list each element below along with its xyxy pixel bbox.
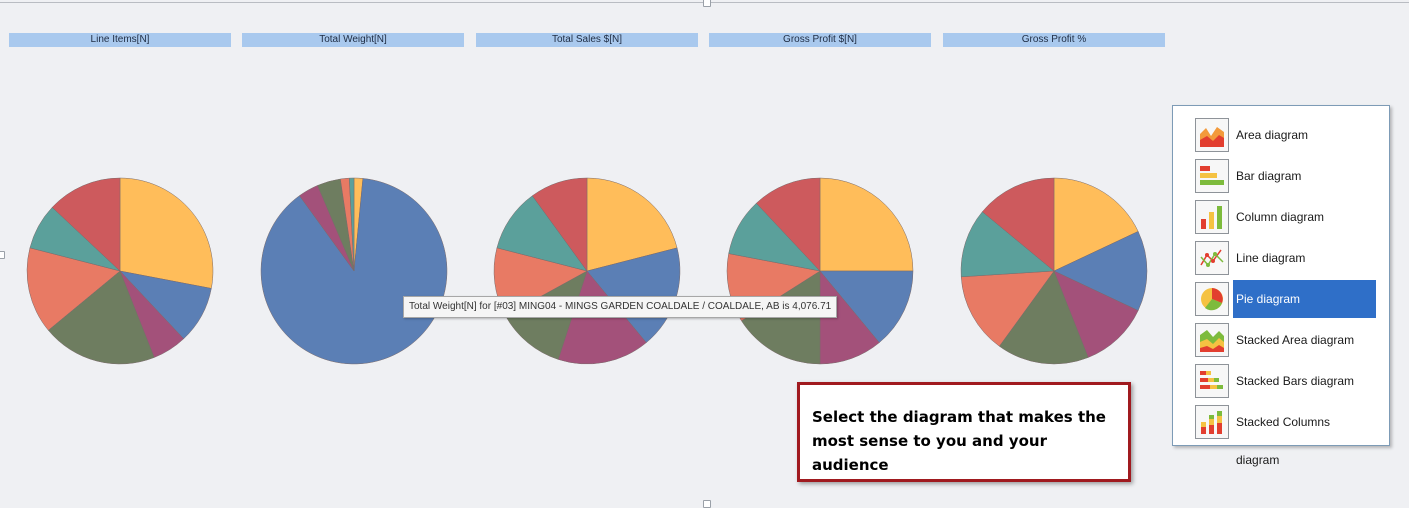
pie-slice[interactable] [960,211,1055,278]
menu-item-label: Stacked Columns diagram [1236,415,1331,467]
pie-slice-tooltip: Total Weight[N] for [#03] MING04 - MINGS… [403,296,838,318]
menu-item-stacked-area-diagram[interactable]: Stacked Area diagram [1195,321,1385,359]
menu-item-stacked-bars-diagram[interactable]: Stacked Bars diagram [1195,362,1385,400]
column-header-total-sales[interactable]: Total Sales $[N] [476,33,698,47]
menu-item-bar-diagram[interactable]: Bar diagram [1195,157,1385,195]
menu-item-area-diagram[interactable]: Area diagram [1195,116,1385,154]
pie-slice[interactable] [819,270,914,344]
pie-slice[interactable] [348,177,355,272]
menu-item-label: Column diagram [1236,210,1325,224]
pie-slice[interactable] [819,177,914,272]
pie-slice[interactable] [26,247,121,331]
menu-item-stacked-columns-diagram[interactable]: Stacked Columns diagram [1195,403,1385,467]
pie-slice[interactable] [981,177,1055,272]
stacked-bars-diagram-icon [1195,364,1229,398]
menu-item-pie-diagram[interactable]: Pie diagram [1195,280,1385,318]
bar-diagram-icon [1195,159,1229,193]
menu-item-label: Bar diagram [1236,169,1302,183]
menu-item-label: Pie diagram [1233,280,1376,318]
column-header-gross-profit[interactable]: Gross Profit $[N] [709,33,931,47]
pie-slice[interactable] [1053,270,1139,358]
pie-slice[interactable] [755,177,821,272]
pie-slice[interactable] [51,177,121,272]
instruction-callout: Select the diagram that makes the most s… [797,382,1131,482]
column-diagram-icon [1195,200,1229,234]
pie-slice[interactable] [1053,231,1148,311]
pie-slice[interactable] [260,178,448,365]
pie-slice[interactable] [119,177,214,289]
menu-item-line-diagram[interactable]: Line diagram [1195,239,1385,277]
menu-item-column-diagram[interactable]: Column diagram [1195,198,1385,236]
column-header-gross-profit-pct[interactable]: Gross Profit % [943,33,1165,47]
diagram-type-menu: Area diagram Bar diagram Column diagram … [1172,105,1390,467]
pie-slice[interactable] [960,270,1055,347]
stacked-columns-diagram-icon [1195,405,1229,439]
pie-slice[interactable] [1053,177,1139,272]
callout-text: Select the diagram that makes the most s… [812,408,1106,474]
menu-item-label: Stacked Bars diagram [1236,374,1355,388]
resize-handle-left[interactable] [0,251,5,259]
pie-slice[interactable] [531,177,588,272]
line-diagram-icon [1195,241,1229,275]
pie-slice[interactable] [586,177,678,272]
menu-item-label: Area diagram [1236,128,1309,142]
column-header-line-items[interactable]: Line Items[N] [9,33,231,47]
pie-diagram-icon [1195,282,1229,316]
menu-item-label: Line diagram [1236,251,1306,265]
pie-slice[interactable] [47,270,155,365]
resize-handle-top[interactable] [703,0,711,7]
menu-item-label: Stacked Area diagram [1236,333,1355,347]
stacked-area-diagram-icon [1195,323,1229,357]
column-header-total-weight[interactable]: Total Weight[N] [242,33,464,47]
area-diagram-icon [1195,118,1229,152]
pie-slice[interactable] [998,270,1089,365]
